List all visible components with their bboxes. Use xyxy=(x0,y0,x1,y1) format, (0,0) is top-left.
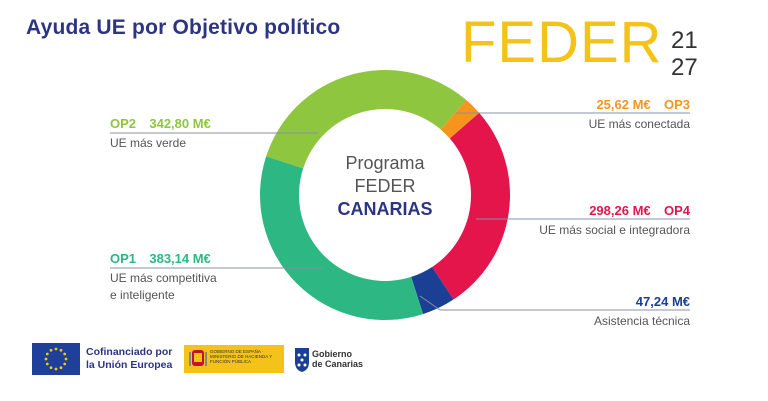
canarias-line-1: Gobierno xyxy=(312,349,352,359)
op2-amount: 342,80 M€ xyxy=(149,116,211,131)
label-op2: OP2 342,80 M€ xyxy=(110,116,211,131)
op4-code: OP4 xyxy=(663,203,690,218)
page-title: Ayuda UE por Objetivo político xyxy=(26,16,341,39)
center-line-2: FEDER xyxy=(354,176,416,196)
op1-desc-2: e inteligente xyxy=(110,288,175,302)
op1-code: OP1 xyxy=(110,251,137,266)
eu-cofinanced-text: Cofinanciado por la Unión Europea xyxy=(86,346,172,372)
canarias-shield-icon xyxy=(295,348,309,372)
feder-wordmark: FEDER xyxy=(461,10,663,75)
slice-asistencia-t-cnica xyxy=(411,266,454,315)
slice-op2 xyxy=(266,69,467,169)
eu-text-line-1: Cofinanciado por xyxy=(86,346,173,358)
op2-desc: UE más verde xyxy=(110,136,187,150)
feder-logo: FEDER 21 27 xyxy=(461,12,711,82)
op4-desc: UE más social e integradora xyxy=(539,223,690,237)
spain-shield-icon xyxy=(189,350,207,366)
op1-amount: 383,14 M€ xyxy=(149,251,211,266)
spain-ministry-text: GOBIERNO DE ESPAÑA · MINISTERIO DE HACIE… xyxy=(210,349,273,364)
op4-amount: 298,26 M€ xyxy=(589,203,651,218)
eu-flag-icon xyxy=(32,343,80,375)
label-op3: 25,62 M€ OP3 xyxy=(560,97,690,112)
op2-code: OP2 xyxy=(110,116,137,131)
label-op4: 298,26 M€ OP4 xyxy=(530,203,690,218)
center-line-1: Programa xyxy=(345,153,425,173)
center-line-3: CANARIAS xyxy=(337,199,433,219)
at-desc: Asistencia técnica xyxy=(593,314,690,328)
chart-center-label: Programa FEDER CANARIAS xyxy=(300,152,470,221)
op3-desc: UE más conectada xyxy=(588,117,690,131)
spain-ministry-logo: GOBIERNO DE ESPAÑA · MINISTERIO DE HACIE… xyxy=(184,345,284,373)
eu-text-line-2: la Unión Europea xyxy=(86,359,173,371)
slice-op3 xyxy=(440,99,480,139)
slice-op1 xyxy=(260,156,424,320)
at-amount: 47,24 M€ xyxy=(635,294,690,309)
canarias-text: Gobierno de Canarias xyxy=(312,349,363,369)
label-op1: OP1 383,14 M€ xyxy=(110,251,211,266)
op1-desc-1: UE más competitiva xyxy=(110,271,217,285)
feder-year-top: 21 xyxy=(671,27,698,54)
canarias-line-2: de Canarias xyxy=(312,359,364,369)
label-at: 47,24 M€ xyxy=(580,294,690,309)
feder-year-bottom: 27 xyxy=(671,54,698,81)
leader-at xyxy=(419,295,441,311)
op3-code: OP3 xyxy=(663,97,690,112)
slice-op4 xyxy=(432,112,511,300)
op3-amount: 25,62 M€ xyxy=(596,97,651,112)
